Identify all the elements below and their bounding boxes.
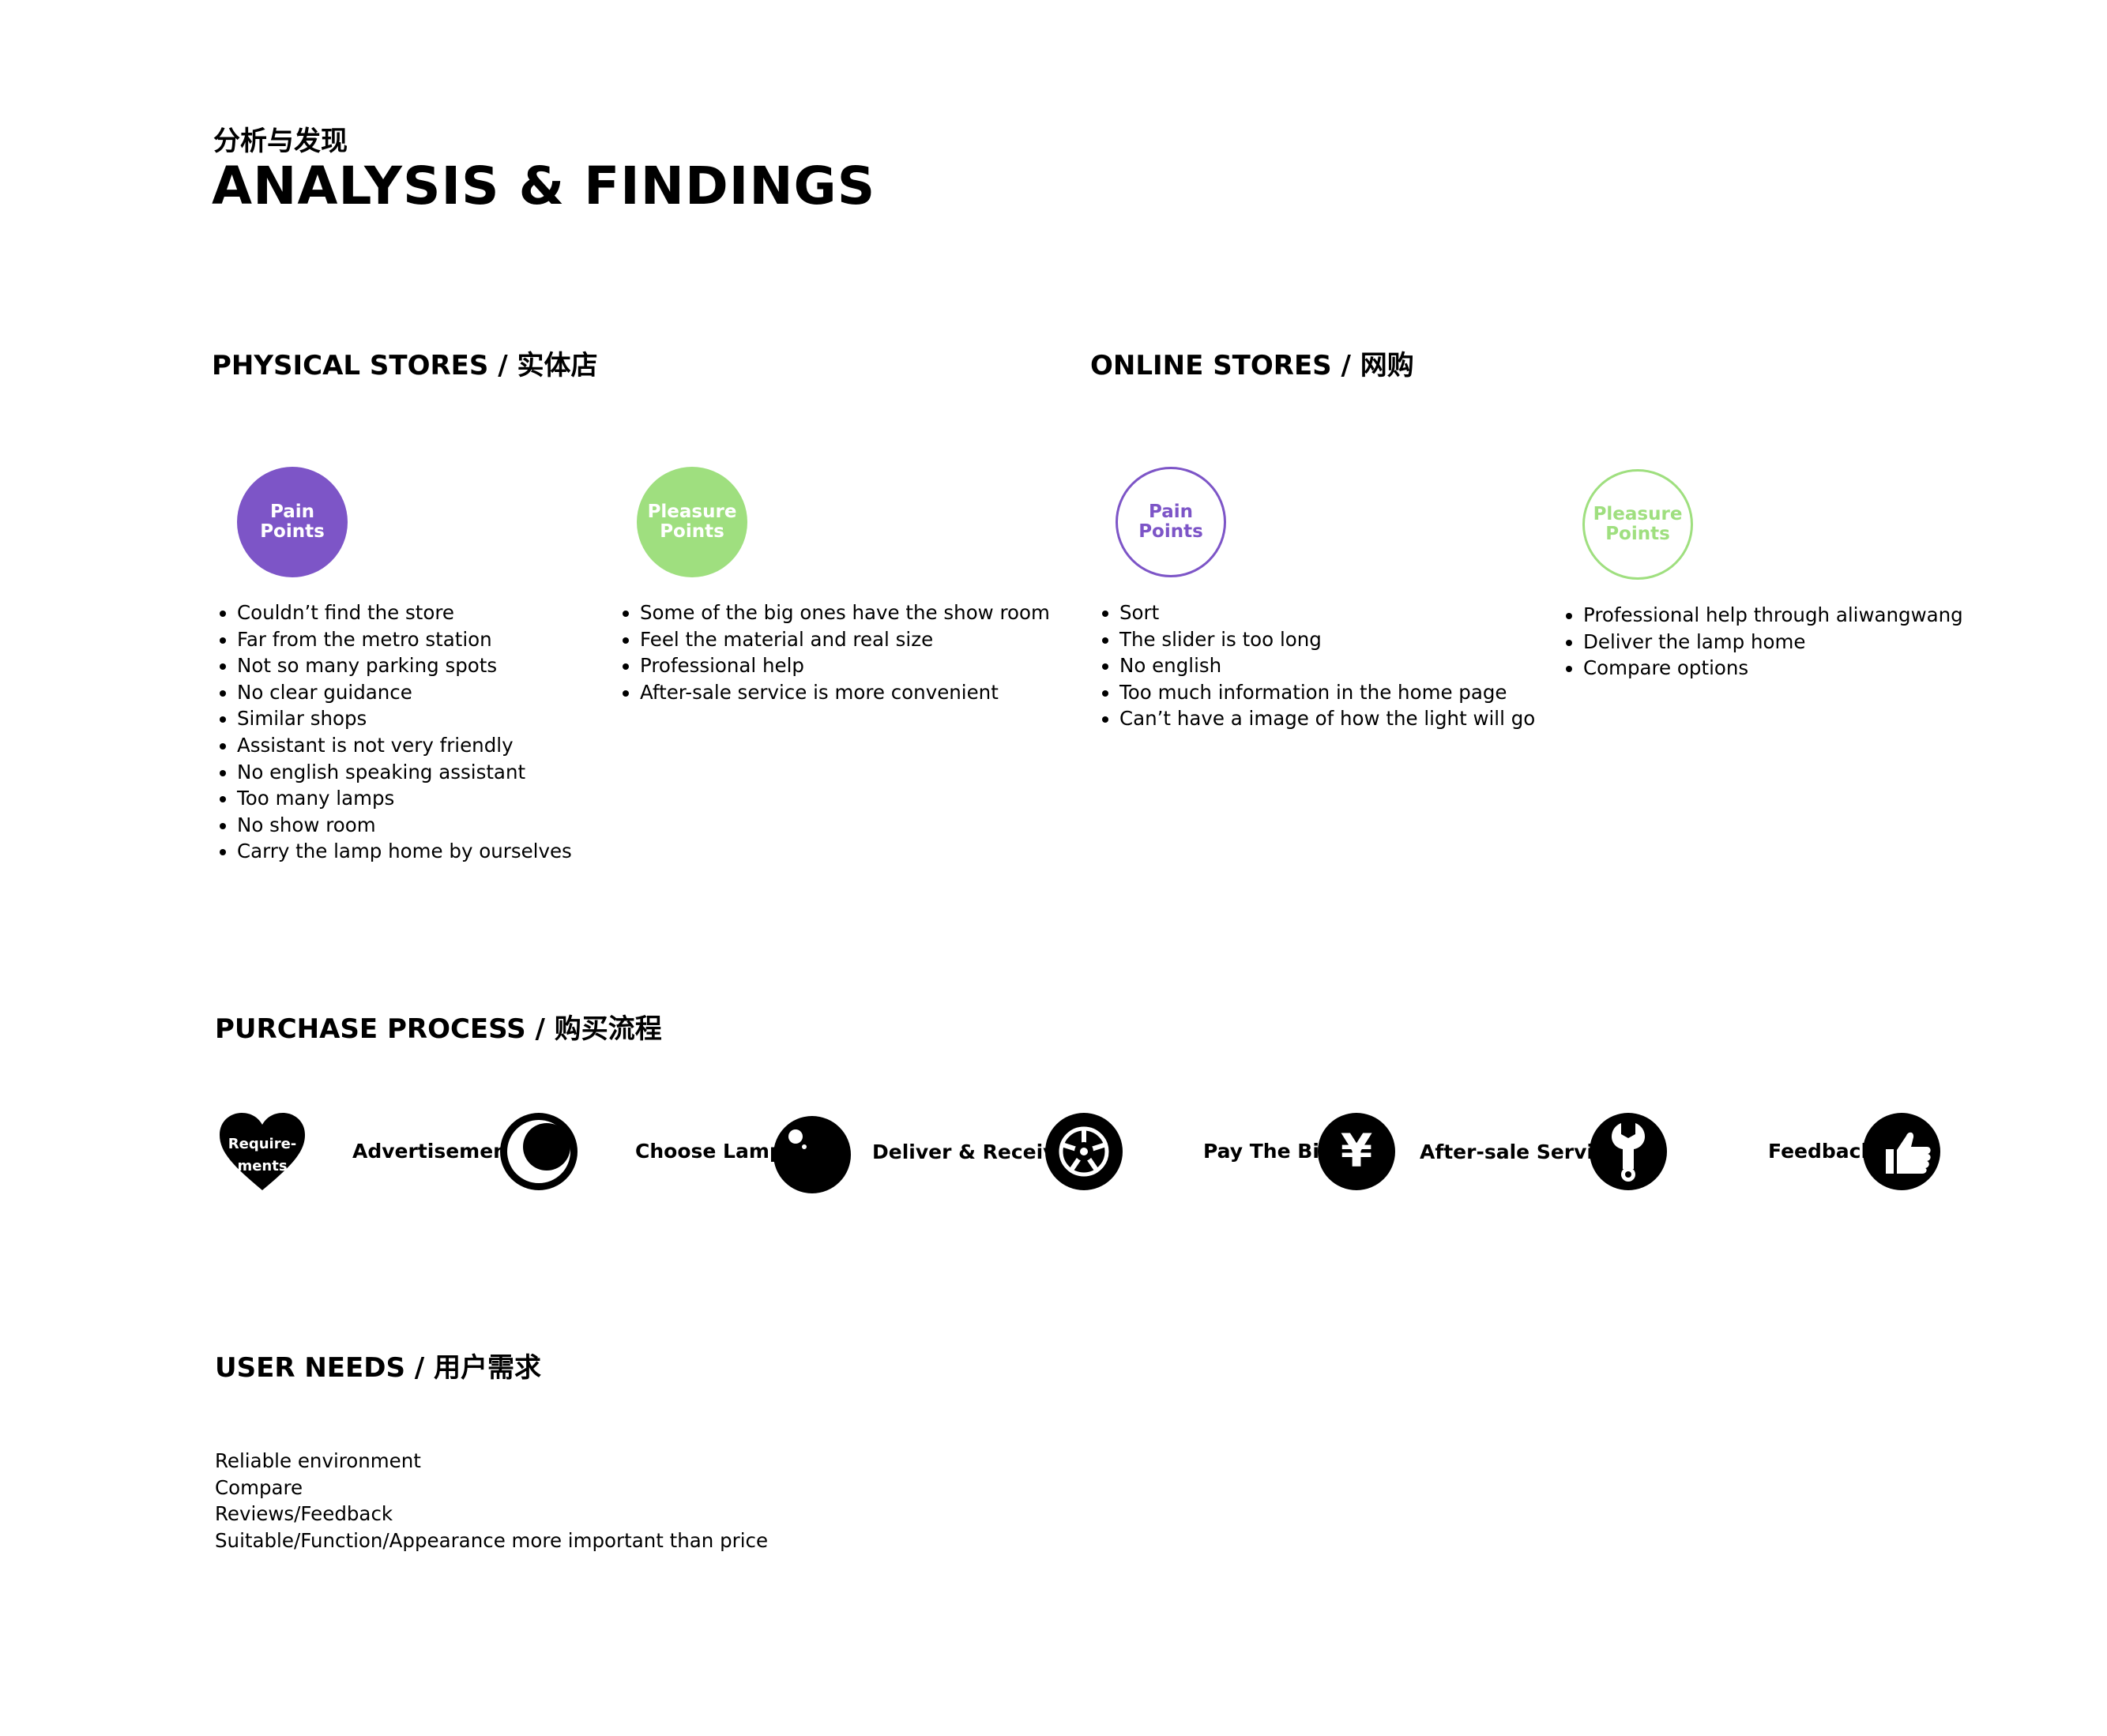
list-item: Professional help through aliwangwang (1583, 602, 1963, 629)
list-item: Assistant is not very friendly (237, 732, 572, 759)
badge-line: Pleasure (647, 502, 737, 522)
step-choose-lamp-label: Choose Lamp (635, 1140, 784, 1163)
list-item: Sort (1119, 599, 1535, 626)
physical-pleasure-list: Some of the big ones have the show room … (616, 599, 1050, 705)
list-item: Can’t have a image of how the light will… (1119, 705, 1535, 732)
list-item: Far from the metro station (237, 626, 572, 653)
page-title: ANALYSIS & FINDINGS (212, 156, 876, 216)
step-deliver-receive-label: Deliver & Receive (872, 1140, 1070, 1163)
thumbs-up-icon (1862, 1112, 1941, 1191)
user-need-item: Compare (215, 1476, 303, 1499)
badge-line: Pain (269, 502, 314, 522)
badge-line: Points (1605, 524, 1670, 544)
list-item: Some of the big ones have the show room (640, 599, 1050, 626)
online-pleasure-list: Professional help through aliwangwang De… (1560, 602, 1963, 682)
list-item: Similar shops (237, 705, 572, 732)
badge-line: Points (1138, 521, 1203, 542)
list-item: Professional help (640, 652, 1050, 679)
list-item: No show room (237, 812, 572, 839)
bulb-icon (773, 1115, 852, 1194)
page-subtitle-cn: 分析与发现 (213, 126, 348, 157)
step-advertisement-label: Advertisement (352, 1140, 517, 1163)
purchase-process-title: PURCHASE PROCESS / 购买流程 (215, 1013, 662, 1045)
user-need-item: Reliable environment (215, 1449, 421, 1472)
requirements-heart-icon: Require- ments (218, 1111, 307, 1193)
online-stores-title: ONLINE STORES / 网购 (1090, 350, 1414, 381)
list-item: Too many lamps (237, 785, 572, 812)
list-item: Compare options (1583, 655, 1963, 682)
step-pay-bill-label: Pay The Bill (1203, 1140, 1334, 1163)
list-item: Not so many parking spots (237, 652, 572, 679)
list-item: Carry the lamp home by ourselves (237, 838, 572, 865)
badge-line: Points (660, 521, 724, 542)
badge-line: Pleasure (1593, 504, 1683, 524)
requirements-label-line: ments (237, 1158, 288, 1174)
list-item: No english speaking assistant (237, 759, 572, 786)
online-pleasure-points-badge: Pleasure Points (1582, 469, 1693, 580)
crescent-moon-icon (499, 1112, 578, 1191)
list-item: The slider is too long (1119, 626, 1535, 653)
step-feedback-label: Feedback (1768, 1140, 1875, 1163)
list-item: Couldn’t find the store (237, 599, 572, 626)
list-item: After-sale service is more convenient (640, 679, 1050, 706)
physical-stores-title: PHYSICAL STORES / 实体店 (212, 350, 598, 381)
list-item: Too much information in the home page (1119, 679, 1535, 706)
online-pain-points-badge: Pain Points (1116, 467, 1226, 577)
online-pain-list: Sort The slider is too long No english T… (1096, 599, 1535, 732)
yuan-glyph: ¥ (1340, 1124, 1373, 1178)
badge-line: Pain (1148, 502, 1193, 522)
yuan-icon: ¥ (1317, 1112, 1396, 1191)
list-item: Deliver the lamp home (1583, 629, 1963, 656)
list-item: No clear guidance (237, 679, 572, 706)
user-needs-title: USER NEEDS / 用户需求 (215, 1352, 542, 1384)
user-need-item: Suitable/Function/Appearance more import… (215, 1529, 769, 1552)
physical-pleasure-points-badge: Pleasure Points (637, 467, 747, 577)
wrench-icon (1589, 1112, 1668, 1191)
physical-pain-list: Couldn’t find the store Far from the met… (213, 599, 572, 865)
list-item: No english (1119, 652, 1535, 679)
badge-line: Points (260, 521, 325, 542)
list-item: Feel the material and real size (640, 626, 1050, 653)
step-after-sale-label: After-sale Service (1420, 1140, 1619, 1163)
user-need-item: Reviews/Feedback (215, 1502, 393, 1525)
physical-pain-points-badge: Pain Points (237, 467, 348, 577)
requirements-label-line: Require- (228, 1136, 297, 1152)
wheel-icon (1044, 1112, 1123, 1191)
